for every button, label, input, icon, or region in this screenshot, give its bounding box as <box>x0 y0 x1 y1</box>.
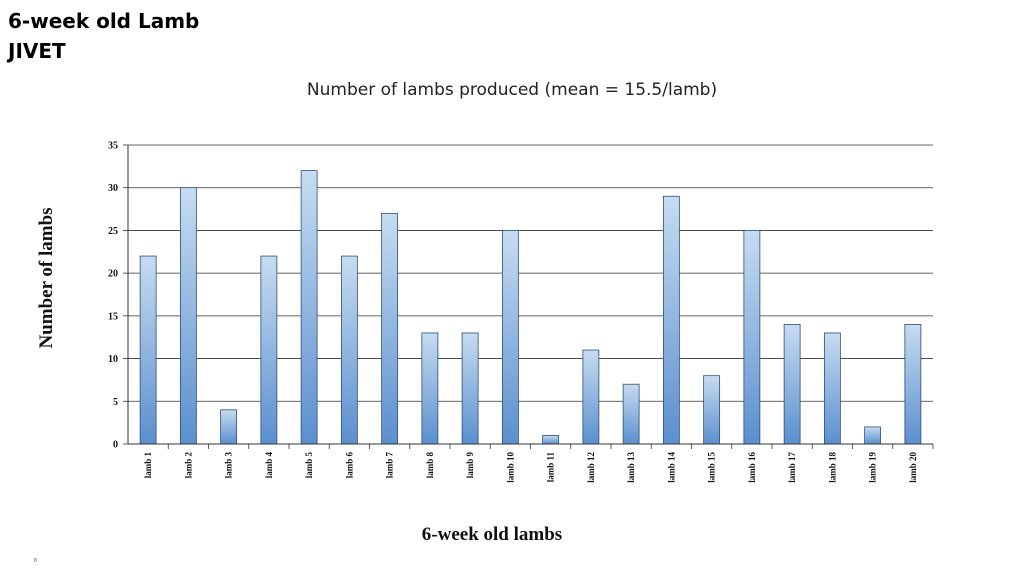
bar-9 <box>461 332 479 445</box>
gridlines <box>123 144 934 449</box>
y-tick-label: 30 <box>108 183 118 194</box>
bar-16 <box>743 230 761 445</box>
bar-6 <box>340 255 358 445</box>
bar-15 <box>703 375 721 445</box>
x-tick-label: lamb 2 <box>183 452 193 479</box>
x-tick-label: lamb 12 <box>586 452 596 483</box>
bar-8 <box>421 332 439 445</box>
x-tick-label: lamb 7 <box>385 452 395 479</box>
x-tick-label: lamb 9 <box>465 452 475 479</box>
bar-2 <box>179 187 197 445</box>
y-tick-label: 5 <box>113 397 118 408</box>
x-tick-label: lamb 1 <box>143 452 153 479</box>
x-tick-label: lamb 3 <box>224 452 234 479</box>
x-tick-label: lamb 8 <box>425 452 435 479</box>
y-axis-title: Number of lambs <box>36 207 57 348</box>
page-number: 8 <box>34 558 37 564</box>
x-tick-label: lamb 14 <box>666 452 676 483</box>
bar-19 <box>864 426 882 445</box>
x-tick-label: lamb 4 <box>264 452 274 479</box>
slide-title-line2: JIVET <box>8 39 66 63</box>
bar-12 <box>582 349 600 445</box>
x-tick-label: lamb 18 <box>827 452 837 483</box>
x-tick-label: lamb 15 <box>707 452 717 483</box>
x-tick-label: lamb 17 <box>787 452 797 483</box>
y-tick-label: 10 <box>108 354 118 365</box>
bar-11 <box>542 435 560 445</box>
y-tick-labels: 0 5 10 15 20 25 30 35 <box>108 141 118 451</box>
bar-3 <box>220 409 238 445</box>
slide-title: 6-week old Lamb JIVET <box>8 6 199 66</box>
x-tick-label: lamb 10 <box>505 452 515 483</box>
bar-13 <box>622 383 640 445</box>
bar-4 <box>260 255 278 445</box>
bar-1 <box>139 255 157 445</box>
slide-title-line1: 6-week old Lamb <box>8 9 200 33</box>
bar-7 <box>381 212 399 445</box>
axes <box>127 145 933 445</box>
y-tick-label: 35 <box>108 141 118 152</box>
x-tick-label: lamb 5 <box>304 452 314 479</box>
x-tick-label: lamb 19 <box>868 452 878 483</box>
bar-10 <box>501 230 519 445</box>
x-tick-label: lamb 6 <box>344 452 354 479</box>
x-tick-label: lamb 13 <box>626 452 636 483</box>
x-tick-label: lamb 20 <box>908 452 918 483</box>
x-tick-labels: lamb 1 lamb 2 lamb 3 lamb 4 lamb 5 lamb 6 lamb… <box>143 452 918 483</box>
x-tick-label: lamb 16 <box>747 452 757 483</box>
bar-17 <box>783 323 801 445</box>
y-tick-label: 25 <box>108 226 118 237</box>
x-tick-label: lamb 11 <box>546 452 556 483</box>
y-tick-label: 20 <box>108 269 118 280</box>
bar-14 <box>662 195 680 445</box>
x-axis-title: 6-week old lambs <box>422 524 562 545</box>
bar-20 <box>904 323 922 445</box>
bar-5 <box>300 170 318 445</box>
y-tick-label: 15 <box>108 311 118 322</box>
y-tick-label: 0 <box>113 440 118 451</box>
bar-18 <box>823 332 841 445</box>
chart-title: Number of lambs produced (mean = 15.5/la… <box>306 80 718 100</box>
bars <box>139 170 922 445</box>
